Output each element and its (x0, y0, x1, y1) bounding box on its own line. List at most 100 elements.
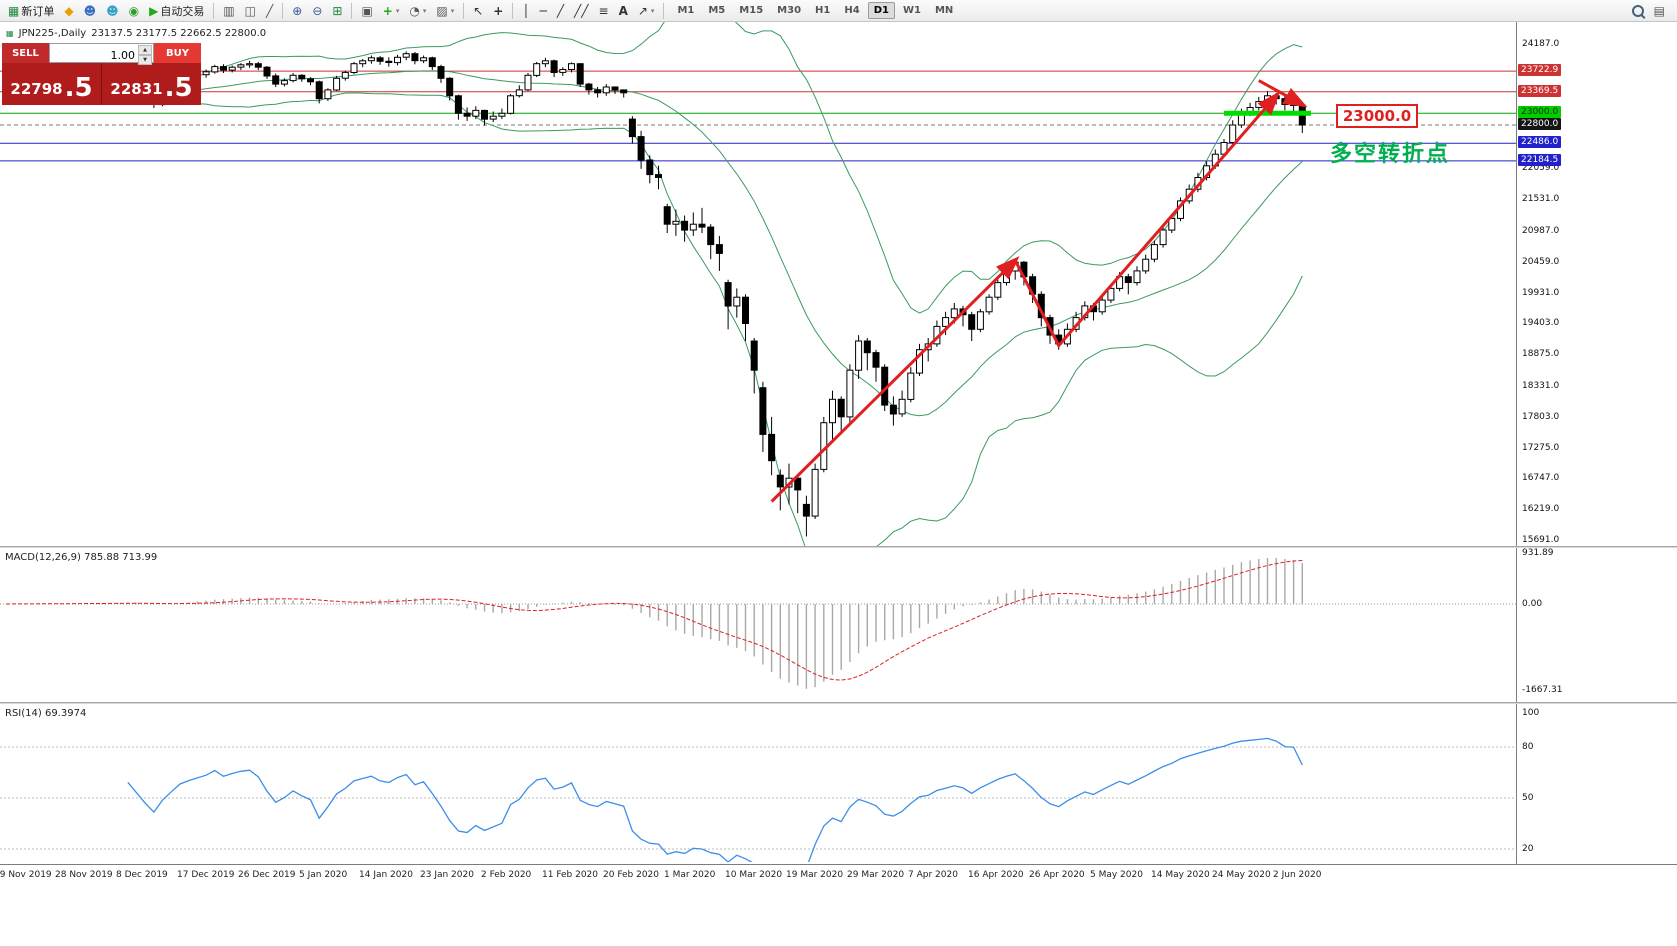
sounds-button[interactable]: ◉ (125, 0, 143, 21)
auto-trading-button[interactable]: ▶ 自动交易 (145, 0, 208, 21)
sell-button[interactable]: SELL (2, 43, 49, 63)
volume-input[interactable] (50, 46, 153, 65)
macd-indicator-label: MACD(12,26,9) 785.88 713.99 (5, 552, 158, 563)
diamond-icon: ◆ (64, 3, 74, 18)
fibonacci-button[interactable]: ≡ (595, 0, 613, 21)
cursor-button[interactable]: ↖ (469, 0, 487, 21)
toolbar: ▦ 新订单 ◆ ☻ ☻ ◉ ▶ 自动交易 ▥ ◫ ╱ ⊕ ⊖ ⊞ ▣ + ▾ ◔ ▾ ▨ ▾ ↖ + │ ─ ╱ ╱╱ ≡ A ↗ ▾ M1… (0, 0, 1677, 22)
timeframe-m30-button[interactable]: M30 (777, 5, 802, 16)
play-green-icon: ▶ (149, 3, 159, 18)
date-label: 5 May 2020 (1090, 870, 1143, 880)
timeframe-group: M1 M5 M15 M30 H1 H4 D1 W1 MN (670, 2, 960, 19)
panels-button[interactable]: ▤ (1650, 0, 1669, 21)
rsi-axis-label: 50 (1522, 793, 1534, 803)
price-axis-label: 22059.0 (1522, 163, 1560, 174)
person-icon: ☻ (83, 3, 97, 18)
symbols-button[interactable]: ◆ (60, 0, 77, 21)
sell-price-display[interactable]: 22798 .5 (2, 63, 102, 105)
turning-point-text[interactable]: 多空转折点 (1330, 142, 1451, 167)
buy-price-display[interactable]: 22831 .5 (102, 63, 201, 105)
text-button[interactable]: A (615, 0, 632, 21)
price-axis-label: 20987.0 (1522, 225, 1560, 236)
dropdown-arrow-icon: ▾ (450, 6, 455, 15)
price-axis[interactable]: 24187.0 22059.0 21531.0 20987.0 20459.0 19931… (1516, 22, 1677, 864)
macd-axis-label: -1667.31 (1522, 685, 1563, 695)
macd-pane[interactable] (0, 548, 1516, 702)
profile-button[interactable]: ☻ (80, 0, 101, 21)
zoom-out-icon: ⊖ (312, 3, 323, 18)
periods-button[interactable]: ◔ ▾ (405, 0, 430, 21)
zoom-in-button[interactable]: ⊕ (288, 0, 306, 21)
search-icon (1631, 4, 1644, 17)
channel-icon: ╱╱ (574, 3, 589, 18)
timeframe-h1-button[interactable]: H1 (815, 5, 831, 16)
one-click-trade-panel: SELL ▲ ▼ BUY 22798 .5 22831 .5 (2, 43, 201, 105)
new-order-button[interactable]: ▦ 新订单 (4, 0, 58, 21)
buy-button[interactable]: BUY (154, 43, 201, 63)
price-badge: 23369.5 (1518, 84, 1562, 97)
main-chart-pane[interactable] (0, 22, 1516, 546)
horizontal-line-button[interactable]: ─ (536, 0, 551, 21)
indicators-button[interactable]: + ▾ (379, 0, 404, 21)
grid-button[interactable]: ⊞ (328, 0, 346, 21)
timeframe-d1-button[interactable]: D1 (867, 2, 895, 19)
fibo-icon: ≡ (598, 3, 609, 18)
timeframe-mn-button[interactable]: MN (934, 5, 954, 16)
vertical-line-button[interactable]: │ (518, 0, 533, 21)
buy-price-main: 22831 (110, 80, 163, 98)
zoom-out-button[interactable]: ⊖ (308, 0, 326, 21)
timeframe-w1-button[interactable]: W1 (902, 5, 921, 16)
search-button[interactable] (1628, 0, 1648, 21)
candlestick-chart-button[interactable]: ◫ (241, 0, 260, 21)
date-label: 17 Dec 2019 (177, 870, 235, 880)
trendline-button[interactable]: ╱ (553, 0, 568, 21)
price-axis-label: 18875.0 (1522, 349, 1560, 360)
timeframe-m15-button[interactable]: M15 (739, 5, 764, 16)
chart-header: ▦ JPN225-,Daily 23137.5 23177.5 22662.5 … (6, 28, 266, 39)
timeframe-h4-button[interactable]: H4 (844, 5, 860, 16)
template-icon: ▨ (436, 3, 448, 18)
grid-green-icon: ⊞ (332, 3, 343, 18)
price-axis-label: 16219.0 (1522, 504, 1560, 515)
date-label: 19 Mar 2020 (786, 870, 844, 880)
price-axis-label: 19931.0 (1522, 287, 1560, 298)
circle-green-icon: ◉ (128, 3, 140, 18)
toolbar-right-group: ▤ (1627, 0, 1674, 21)
line-icon: ╱ (266, 3, 274, 18)
date-label: 8 Dec 2019 (116, 870, 168, 880)
textA-icon: A (618, 3, 628, 18)
crosshair-button[interactable]: + (489, 0, 507, 21)
date-label: 23 Jan 2020 (420, 870, 474, 880)
price-badge: 22184.5 (1518, 153, 1562, 166)
chart-window: 24187.0 22059.0 21531.0 20987.0 20459.0 19931… (0, 22, 1677, 946)
price-axis-label: 24187.0 (1522, 39, 1560, 49)
chart-symbol-period: JPN225-,Daily (18, 28, 87, 39)
dropdown-arrow-icon: ▾ (422, 6, 427, 15)
pane-splitter[interactable] (0, 546, 1677, 548)
sell-price-pips: .5 (64, 73, 93, 103)
person2-icon: ☻ (106, 3, 119, 18)
toolbar-left-group: ▦ 新订单 ◆ ☻ ☻ ◉ ▶ 自动交易 ▥ ◫ ╱ ⊕ ⊖ ⊞ ▣ + ▾ ◔ ▾ ▨ ▾ ↖ + │ ─ ╱ ╱╱ ≡ A ↗ ▾ (3, 0, 668, 21)
pane-splitter[interactable] (0, 702, 1677, 704)
timeframe-m5-button[interactable]: M5 (708, 5, 726, 16)
channel-button[interactable]: ╱╱ (570, 0, 592, 21)
arrows-button[interactable]: ↗ ▾ (634, 0, 659, 21)
support-price-label[interactable]: 23000.0 (1336, 104, 1418, 128)
timeframe-m1-button[interactable]: M1 (677, 5, 695, 16)
date-label: 20 Feb 2020 (603, 870, 660, 880)
bar-chart-button[interactable]: ▥ (219, 0, 238, 21)
templates-button[interactable]: ▨ ▾ (432, 0, 458, 21)
price-axis-label: 21531.0 (1522, 194, 1560, 204)
buy-price-pips: .5 (164, 73, 193, 103)
price-axis-label: 15691.0 (1522, 535, 1560, 545)
rsi-pane[interactable] (0, 704, 1516, 862)
new-order-button-label: 新订单 (21, 4, 55, 18)
date-label: 10 Mar 2020 (725, 870, 783, 880)
community-button[interactable]: ☻ (102, 0, 123, 21)
line-chart-button[interactable]: ╱ (262, 0, 277, 21)
volume-down-icon[interactable]: ▼ (138, 55, 152, 65)
tile-windows-button[interactable]: ▣ (357, 0, 376, 21)
volume-up-icon[interactable]: ▲ (138, 45, 152, 55)
date-label: 2 Feb 2020 (481, 870, 532, 880)
